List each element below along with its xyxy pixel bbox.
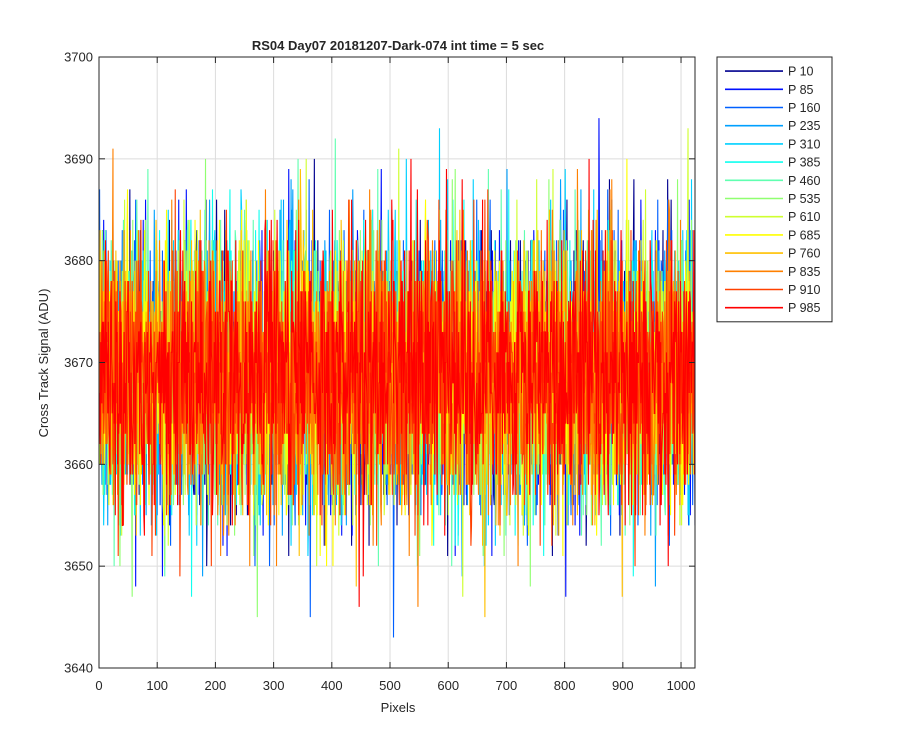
- chart-title: RS04 Day07 20181207-Dark-074 int time = …: [252, 38, 544, 53]
- legend-label: P 385: [788, 156, 820, 170]
- y-tick-label: 3640: [64, 661, 93, 676]
- legend-label: P 10: [788, 65, 814, 79]
- y-axis-label: Cross Track Signal (ADU): [36, 289, 51, 438]
- y-tick-label: 3670: [64, 355, 93, 370]
- x-tick-label: 700: [496, 678, 518, 693]
- y-tick-label: 3660: [64, 457, 93, 472]
- x-tick-label: 400: [321, 678, 343, 693]
- legend-box: [716, 56, 833, 323]
- legend-label: P 85: [788, 83, 814, 97]
- series-line: [99, 158, 695, 607]
- y-tick-label: 3650: [64, 559, 93, 574]
- legend-label: P 610: [788, 210, 820, 224]
- legend: P 10 P 85 P 160 P 235 P 310 P 385 P 460 P 535 P …: [716, 56, 833, 323]
- x-tick-label: 800: [554, 678, 576, 693]
- legend-label: P 535: [788, 192, 820, 206]
- y-tick-label: 3690: [64, 151, 93, 166]
- plot-area: 0 100 200 300 400 500 600 700 800 900 1000 3640 3650…: [64, 50, 696, 693]
- x-tick-label: 900: [612, 678, 634, 693]
- x-tick-label: 300: [263, 678, 285, 693]
- x-tick-label: 100: [146, 678, 168, 693]
- legend-label: P 910: [788, 283, 820, 297]
- x-tick-label: 500: [379, 678, 401, 693]
- x-tick-label: 200: [205, 678, 227, 693]
- legend-label: P 310: [788, 137, 820, 151]
- legend-label: P 460: [788, 174, 820, 188]
- y-tick-label: 3680: [64, 253, 93, 268]
- x-axis-label: Pixels: [381, 700, 416, 715]
- y-tick-label: 3700: [64, 50, 93, 65]
- legend-label: P 760: [788, 247, 820, 261]
- x-tick-label: 1000: [667, 678, 696, 693]
- legend-label: P 235: [788, 119, 820, 133]
- x-tick-label: 600: [437, 678, 459, 693]
- legend-label: P 835: [788, 265, 820, 279]
- legend-label: P 985: [788, 301, 820, 315]
- x-tick-label: 0: [95, 678, 102, 693]
- legend-label: P 685: [788, 228, 820, 242]
- legend-label: P 160: [788, 101, 820, 115]
- series-lines: [99, 118, 695, 638]
